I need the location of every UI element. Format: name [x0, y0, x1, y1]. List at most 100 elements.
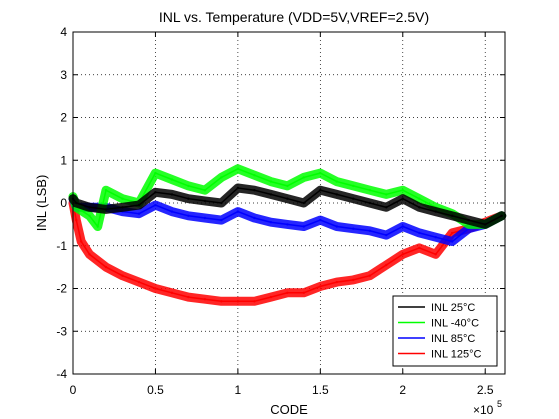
series-1-point	[203, 189, 207, 192]
legend-label-0: INL 25°C	[431, 302, 475, 314]
legend-label-2: INL 85°C	[431, 333, 475, 345]
series-3-point	[187, 295, 190, 299]
series-2-point	[269, 221, 273, 224]
series-2-point	[137, 212, 141, 215]
series-3-point	[170, 291, 174, 294]
axis-ticks: 0 0.5 1 1.5 2 2.5 -4 -3 -2 -1 0 1 2 3 4	[56, 25, 505, 397]
series-1-point	[96, 225, 99, 228]
series-1-point	[319, 171, 322, 175]
series-3-point	[88, 253, 91, 256]
series-3-point	[220, 300, 223, 303]
series-3-point	[286, 291, 289, 294]
series-3-point	[236, 300, 240, 303]
series-0-point	[187, 197, 190, 200]
series-3-point	[335, 280, 338, 284]
series-0-point	[104, 208, 108, 211]
series-0-point	[203, 199, 207, 203]
series-0-point	[401, 197, 404, 200]
series-1-point	[121, 197, 124, 200]
series-3-point	[418, 246, 421, 250]
series-0-point	[500, 214, 503, 217]
series-layer	[68, 164, 507, 306]
series-1-point	[385, 193, 388, 196]
series-2-point	[451, 240, 454, 243]
series-0-point	[418, 206, 421, 209]
series-2-point	[319, 218, 322, 222]
series-2-point	[236, 210, 240, 213]
series-1-point	[253, 174, 256, 177]
series-2-point	[335, 225, 338, 228]
series-1-point	[269, 180, 273, 183]
series-1-point	[302, 176, 305, 179]
series-1-point	[368, 189, 371, 192]
chart-title: INL vs. Temperature (VDD=5V,VREF=2.5V)	[159, 9, 429, 25]
series-0-point	[467, 218, 470, 222]
series-1-point	[401, 189, 404, 192]
series-0-point	[170, 193, 174, 196]
y-tick-label: -1	[56, 239, 67, 253]
series-0-point	[368, 201, 371, 205]
y-tick-label: 4	[60, 25, 67, 39]
x-tick-label: 0.5	[147, 383, 164, 397]
y-tick-label: 0	[60, 196, 67, 210]
series-3-point	[434, 253, 437, 256]
series-2-point	[368, 229, 371, 232]
series-2-point	[220, 218, 223, 222]
x-tick-label: 0	[70, 383, 77, 397]
series-2-point	[418, 231, 421, 235]
series-0-point	[302, 201, 305, 205]
series-2-point	[286, 223, 289, 226]
series-1-point	[352, 184, 355, 188]
series-3-point	[104, 265, 108, 269]
series-2-point	[203, 216, 207, 220]
series-3-point	[385, 263, 388, 267]
series-0-point	[319, 189, 322, 192]
series-line-2	[72, 198, 503, 243]
x-tick-label: 1.5	[312, 383, 329, 397]
series-0-point	[88, 206, 91, 209]
series-1-point	[187, 184, 190, 188]
series-3-point	[75, 218, 78, 222]
series-0-point	[335, 193, 338, 196]
y-tick-label: 3	[60, 68, 67, 82]
x-axis-exponent: 5	[497, 399, 502, 409]
x-axis-label: CODE	[270, 402, 308, 417]
y-tick-label: 2	[60, 111, 67, 125]
y-tick-label: -4	[56, 367, 67, 381]
series-1-point	[104, 189, 108, 192]
series-3-point	[253, 300, 256, 303]
series-3-point	[137, 280, 141, 284]
series-0-point	[220, 201, 223, 205]
y-tick-label: -3	[56, 324, 67, 338]
series-2-point	[154, 203, 157, 207]
series-1-point	[88, 214, 91, 217]
series-0-point	[434, 210, 437, 213]
series-2-point	[187, 214, 190, 217]
x-tick-label: 2.5	[477, 383, 494, 397]
series-2-point	[170, 210, 174, 213]
series-0-point	[269, 193, 273, 196]
series-3-point	[80, 240, 83, 243]
series-3-point	[451, 231, 454, 235]
series-0-point	[121, 206, 124, 209]
series-2-point	[401, 225, 404, 228]
series-0-point	[286, 197, 289, 200]
series-3-point	[302, 291, 305, 294]
x-tick-label: 2	[399, 383, 406, 397]
series-0-point	[154, 191, 157, 194]
series-2-point	[253, 216, 256, 220]
x-axis-multiplier: ×10	[473, 403, 494, 417]
series-0-point	[352, 197, 355, 200]
series-3-point	[368, 274, 371, 277]
series-1-point	[236, 167, 240, 170]
series-0-point	[451, 214, 454, 217]
series-2-point	[385, 233, 388, 237]
series-1-point	[418, 197, 421, 200]
y-axis-label: INL (LSB)	[34, 175, 49, 232]
legend-label-3: INL 125°C	[431, 349, 482, 361]
series-3-point	[319, 285, 322, 288]
series-3-point	[401, 253, 404, 256]
series-0-point	[236, 186, 240, 190]
series-2-point	[302, 225, 305, 228]
series-0-point	[385, 206, 388, 209]
